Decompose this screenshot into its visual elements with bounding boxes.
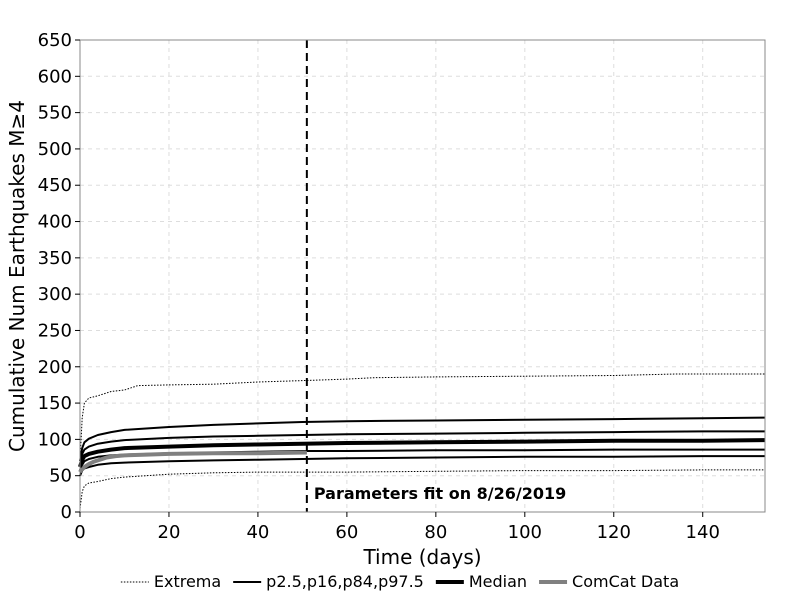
- series-line-comcat-data: [78, 450, 307, 474]
- legend-label: Extrema: [154, 572, 221, 591]
- legend-label: p2.5,p16,p84,p97.5: [266, 572, 424, 591]
- x-tick-label: 20: [158, 522, 181, 543]
- x-tick-label: 60: [335, 522, 358, 543]
- y-tick-label: 100: [38, 429, 72, 450]
- series-layer: [78, 373, 766, 509]
- y-tick-label: 350: [38, 248, 72, 269]
- axis-ticks: 0 20 40 60 80 100 120 140 0 50 100 150 200 250 300 350 4…: [38, 30, 720, 543]
- y-tick-label: 150: [38, 393, 72, 414]
- y-tick-label: 550: [38, 103, 72, 124]
- x-tick-label: 0: [74, 522, 85, 543]
- y-tick-label: 50: [49, 466, 72, 487]
- x-tick-label: 80: [424, 522, 447, 543]
- y-tick-label: 300: [38, 284, 72, 305]
- y-axis-label: Cumulative Num Earthquakes M≥4: [5, 100, 29, 452]
- series-line-p84: [79, 430, 765, 465]
- y-tick-label: 500: [38, 139, 72, 160]
- fit-date-annotation: Parameters fit on 8/26/2019: [314, 484, 566, 503]
- plot-frame: [79, 39, 766, 513]
- x-axis-label: Time (days): [362, 545, 481, 569]
- series-line-median: [78, 438, 766, 468]
- y-tick-label: 200: [38, 357, 72, 378]
- legend-label: Median: [469, 572, 527, 591]
- y-tick-label: 650: [38, 30, 72, 51]
- series-line-extrema-min-: [79, 469, 765, 509]
- legend: Extrema p2.5,p16,p84,p97.5 Median ComCat Da…: [120, 572, 679, 591]
- y-tick-label: 400: [38, 212, 72, 233]
- x-tick-label: 40: [246, 522, 269, 543]
- x-tick-label: 140: [686, 522, 720, 543]
- y-tick-label: 600: [38, 66, 72, 87]
- legend-label: ComCat Data: [572, 572, 679, 591]
- y-tick-label: 450: [38, 175, 72, 196]
- y-tick-label: 0: [61, 502, 72, 523]
- series-line-p97-5: [79, 416, 766, 462]
- y-tick-label: 250: [38, 320, 72, 341]
- x-tick-label: 100: [508, 522, 542, 543]
- series-line-p2-5: [79, 455, 765, 477]
- x-tick-label: 120: [597, 522, 631, 543]
